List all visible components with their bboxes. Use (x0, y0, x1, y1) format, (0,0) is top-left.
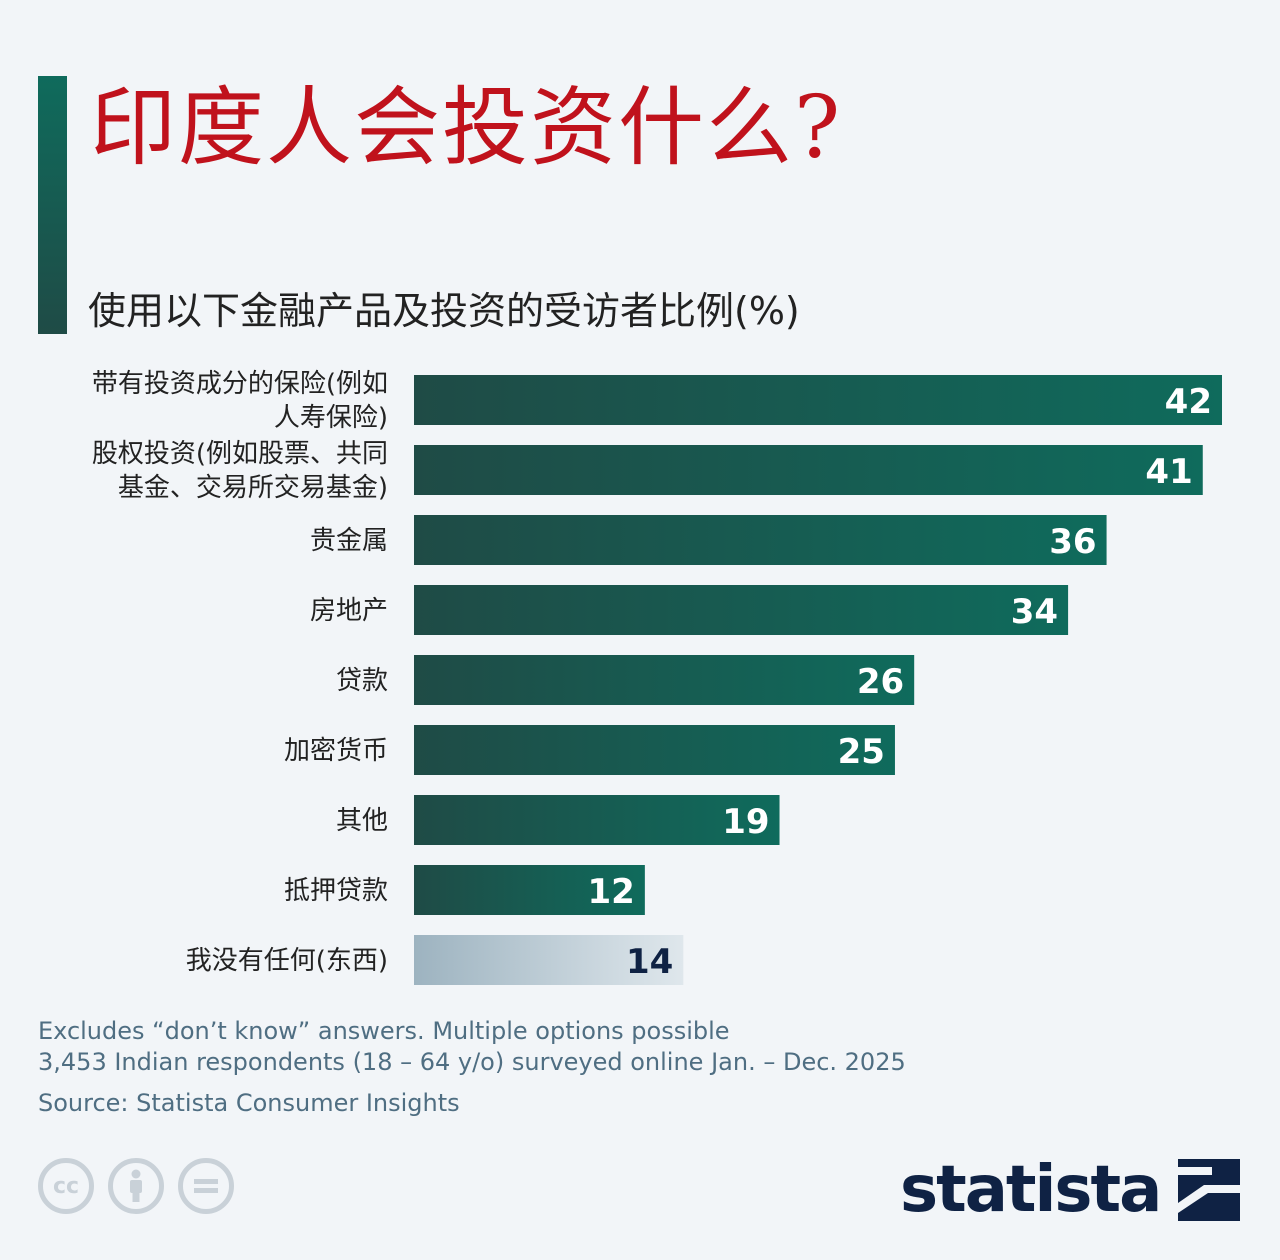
bar-value-label-5: 26 (857, 662, 904, 702)
statista-logo-icon (1178, 1159, 1241, 1221)
bar-5 (414, 655, 915, 705)
license-icons: cc (38, 1158, 234, 1214)
bar-4 (414, 585, 1069, 635)
category-label-5: 贷款 (336, 666, 388, 696)
category-label-2-line-2: 基金、交易所交易基金) (118, 473, 388, 503)
category-label-6: 加密货币 (284, 736, 388, 766)
statista-wordmark: statista (900, 1153, 1162, 1227)
bar-value-label-8: 12 (588, 872, 635, 912)
bar-value-label-2: 41 (1145, 452, 1192, 492)
bar-value-label-4: 34 (1011, 592, 1058, 632)
statista-logo[interactable]: statista (900, 1150, 1241, 1230)
no-derivatives-icon[interactable] (178, 1158, 234, 1214)
chart-subtitle: 使用以下金融产品及投资的受访者比例(%) (88, 289, 800, 333)
bar-1 (414, 375, 1222, 425)
title-accent-bar (38, 76, 67, 334)
chart-source: Source: Statista Consumer Insights (38, 1089, 460, 1117)
bar-value-label-1: 42 (1165, 382, 1212, 422)
bar-2 (414, 445, 1203, 495)
bar-6 (414, 725, 895, 775)
chart-title: 印度人会投资什么? (90, 78, 843, 178)
category-label-8: 抵押贷款 (284, 876, 388, 906)
bar-value-label-3: 36 (1049, 522, 1096, 562)
cc-icon-text: cc (52, 1173, 80, 1199)
chart-notes: Excludes “don’t know” answers. Multiple … (38, 1016, 906, 1078)
bar-8 (414, 865, 645, 915)
category-label-1-line-2: 人寿保险) (274, 403, 388, 433)
category-label-9: 我没有任何(东西) (186, 946, 388, 976)
category-label-3: 贵金属 (310, 526, 388, 556)
attribution-icon[interactable] (108, 1158, 164, 1214)
note-line-1: Excludes “don’t know” answers. Multiple … (38, 1017, 730, 1045)
bar-3 (414, 515, 1107, 565)
cc-icon[interactable]: cc (38, 1158, 94, 1214)
category-label-2-line-1: 股权投资(例如股票、共同 (92, 439, 388, 469)
bar-9 (414, 935, 684, 985)
category-label-4: 房地产 (310, 596, 388, 626)
category-label-7: 其他 (336, 806, 388, 836)
bar-value-label-6: 25 (838, 732, 885, 772)
note-line-2: 3,453 Indian respondents (18 – 64 y/o) s… (38, 1048, 906, 1076)
bar-value-label-7: 19 (722, 802, 769, 842)
bar-value-label-9: 14 (626, 942, 673, 982)
bar-7 (414, 795, 780, 845)
category-label-1-line-1: 带有投资成分的保险(例如 (92, 369, 388, 399)
